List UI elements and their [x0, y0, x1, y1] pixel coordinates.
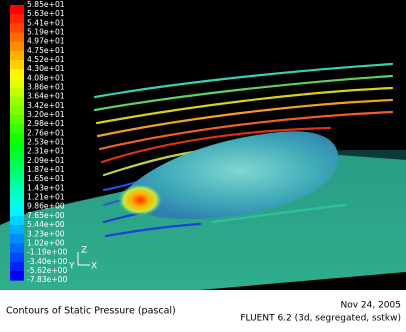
colorbar-label: 5.19e+01 — [27, 28, 65, 37]
colorbar-band — [10, 51, 24, 61]
colorbar-label: 1.43e+01 — [27, 183, 65, 192]
colorbar-band — [10, 198, 24, 208]
colorbar-label: 4.75e+01 — [27, 46, 65, 55]
colorbar-band — [10, 115, 24, 125]
colorbar-band — [10, 33, 24, 43]
colorbar-band — [10, 225, 24, 235]
colorbar-label: 2.76e+01 — [27, 128, 65, 137]
colorbar-label: 4.97e+01 — [27, 37, 65, 46]
colorbar-band — [10, 5, 24, 15]
colorbar-band — [10, 253, 24, 263]
z-label: Z — [81, 246, 87, 256]
footer-title: Contours of Static Pressure (pascal) — [6, 306, 176, 317]
page: 5.85e+015.63e+015.41e+015.19e+014.97e+01… — [0, 0, 406, 328]
colorbar-band — [10, 207, 24, 217]
colorbar-label: 3.64e+01 — [27, 92, 65, 101]
colorbar-label: 2.09e+01 — [27, 156, 65, 165]
colorbar-band — [10, 143, 24, 153]
colorbar: 5.85e+015.63e+015.41e+015.19e+014.97e+01… — [10, 0, 68, 284]
colorbar-band — [10, 161, 24, 171]
colorbar-band — [10, 106, 24, 116]
colorbar-label: 1.87e+01 — [27, 165, 65, 174]
colorbar-label: 2.53e+01 — [27, 138, 65, 147]
footer-date: Nov 24, 2005 — [340, 301, 401, 311]
colorbar-label: 5.41e+01 — [27, 18, 65, 27]
colorbar-label: -7.83e+00 — [27, 275, 68, 284]
colorbar-label: 2.98e+01 — [27, 119, 65, 128]
colorbar-label: -5.62e+00 — [27, 266, 68, 275]
colorbar-label: -3.40e+00 — [27, 257, 68, 266]
colorbar-band — [10, 124, 24, 134]
colorbar-band — [10, 262, 24, 272]
colorbar-label: 4.30e+01 — [27, 64, 65, 73]
colorbar-label: -1.19e+00 — [27, 248, 68, 257]
fluent-window: 5.85e+015.63e+015.41e+015.19e+014.97e+01… — [0, 0, 406, 328]
colorbar-band — [10, 170, 24, 180]
footer-software: FLUENT 6.2 (3d, segregated, sstkw) — [240, 314, 401, 324]
colorbar-label: 3.86e+01 — [27, 83, 65, 92]
colorbar-label: 3.42e+01 — [27, 101, 65, 110]
colorbar-band — [10, 243, 24, 253]
y-label: Y — [68, 262, 75, 272]
colorbar-band — [10, 133, 24, 143]
colorbar-label: 5.85e+01 — [27, 0, 65, 9]
colorbar-band — [10, 234, 24, 244]
colorbar-band — [10, 97, 24, 107]
colorbar-band — [10, 179, 24, 189]
colorbar-band — [10, 88, 24, 98]
colorbar-label: 4.52e+01 — [27, 55, 65, 64]
colorbar-label: 1.21e+01 — [27, 193, 65, 202]
colorbar-label: 1.02e+00 — [27, 238, 65, 247]
colorbar-label: 5.44e+00 — [27, 220, 65, 229]
colorbar-label: 7.65e+00 — [27, 211, 65, 220]
colorbar-band — [10, 60, 24, 70]
colorbar-label: 4.08e+01 — [27, 73, 65, 82]
colorbar-label: 3.23e+00 — [27, 229, 65, 238]
colorbar-band — [10, 78, 24, 88]
colorbar-band — [10, 42, 24, 52]
colorbar-label: 2.31e+01 — [27, 147, 65, 156]
colorbar-band — [10, 69, 24, 79]
colorbar-band — [10, 271, 24, 281]
colorbar-label: 3.20e+01 — [27, 110, 65, 119]
colorbar-band — [10, 14, 24, 24]
colorbar-band — [10, 152, 24, 162]
colorbar-label: 5.63e+01 — [27, 9, 65, 18]
colorbar-band — [10, 188, 24, 198]
stagnation-zone — [118, 184, 162, 216]
colorbar-band — [10, 216, 24, 226]
colorbar-band — [10, 23, 24, 33]
colorbar-label: 1.65e+01 — [27, 174, 65, 183]
x-label: X — [91, 262, 97, 272]
colorbar-label: 9.86e+00 — [27, 202, 65, 211]
